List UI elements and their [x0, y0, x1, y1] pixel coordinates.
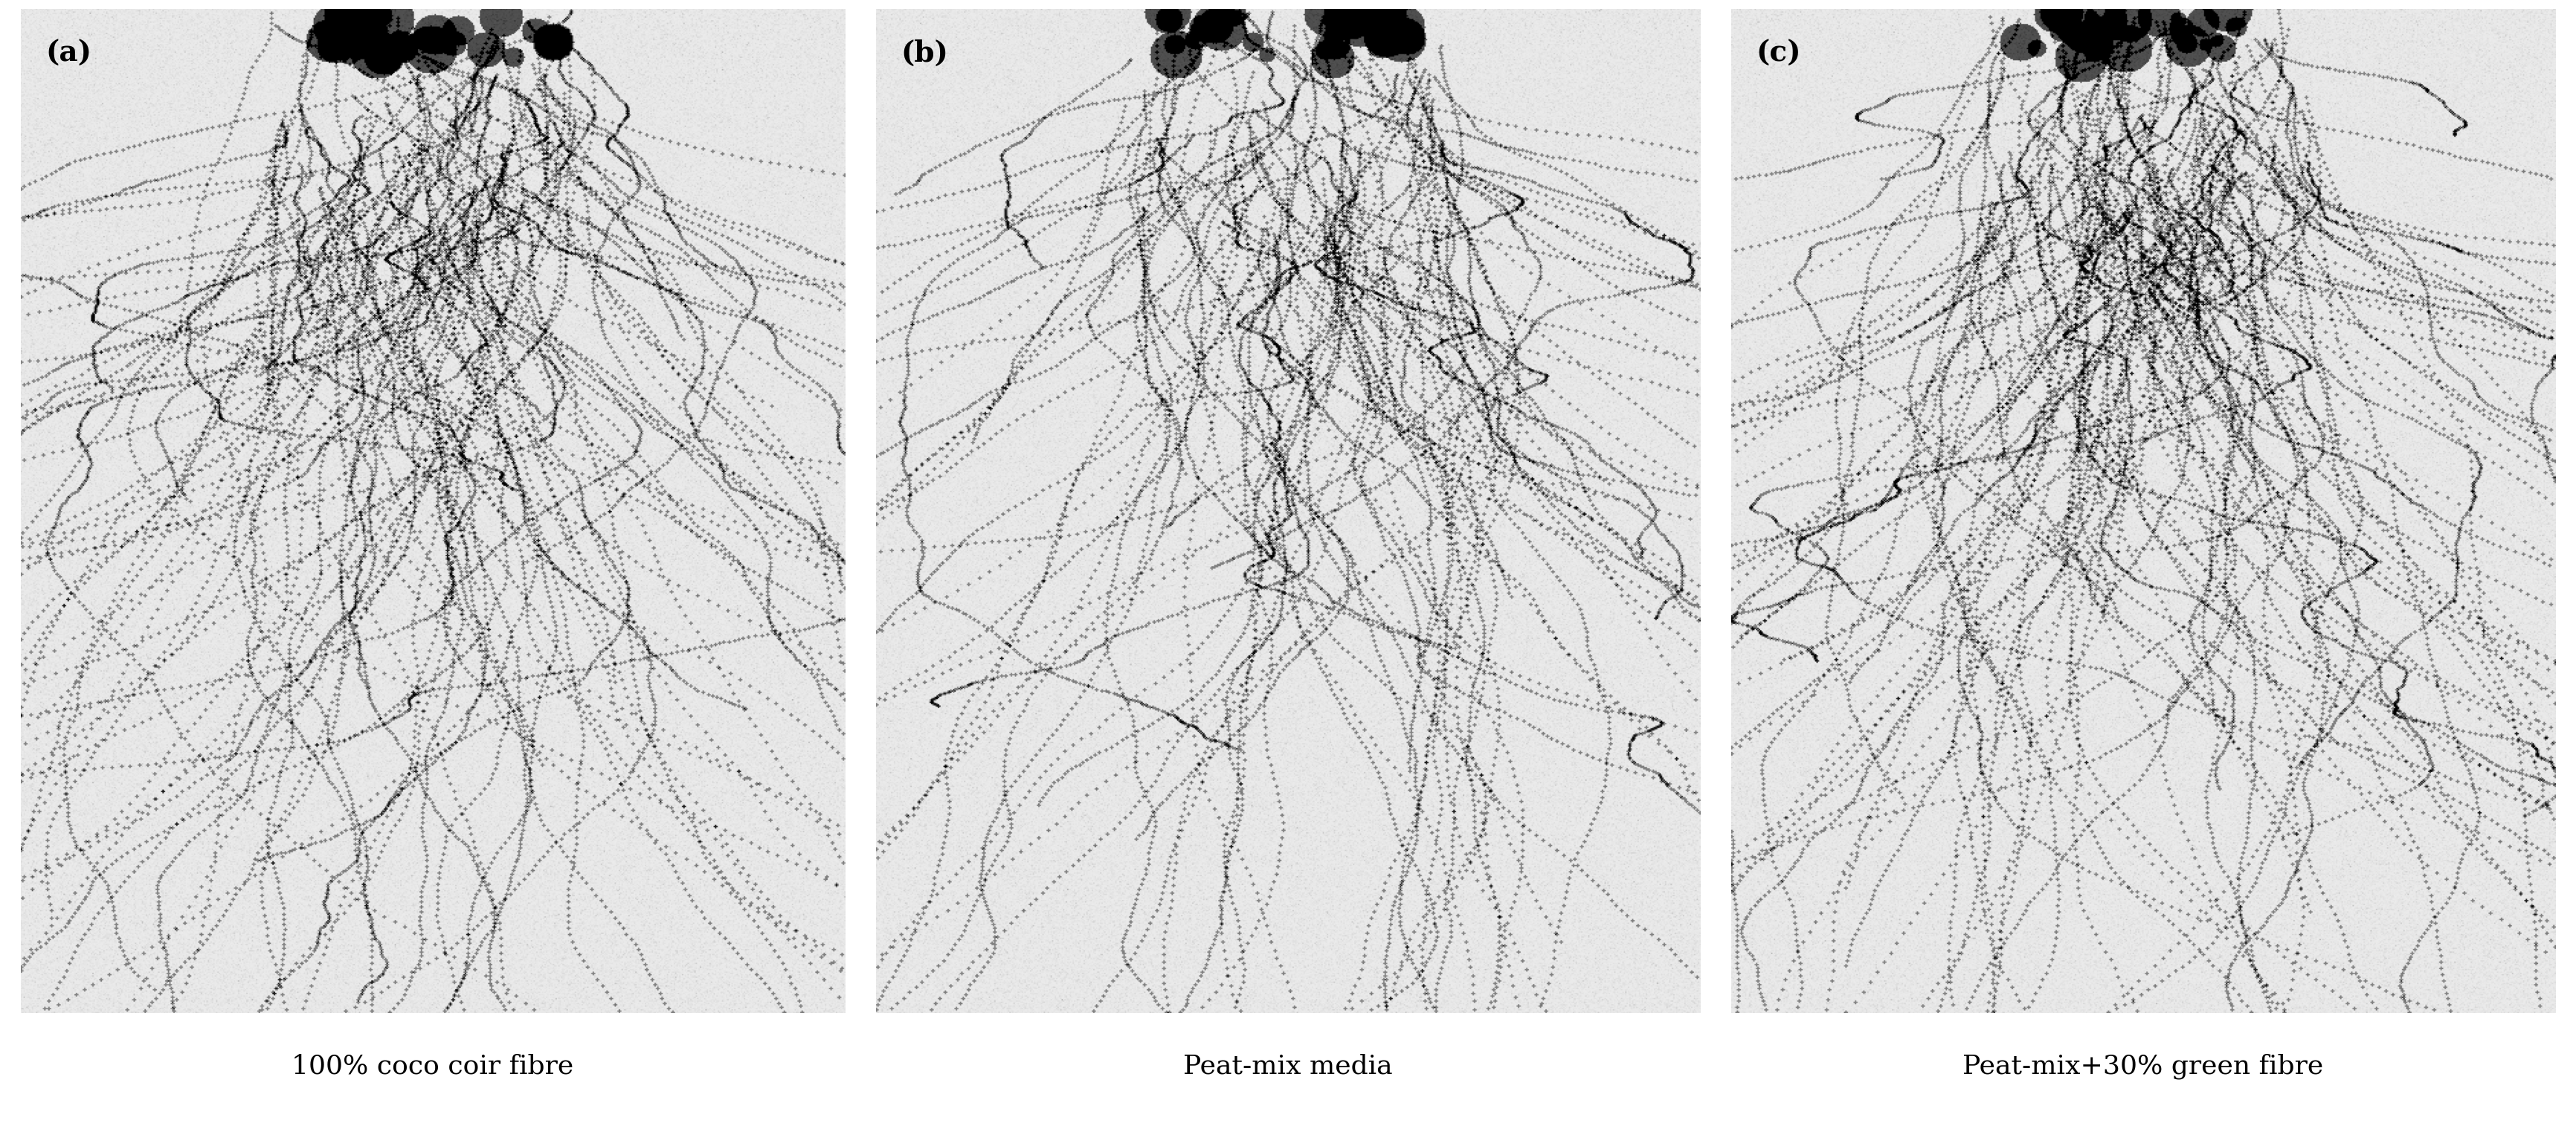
Text: (c): (c) [1757, 40, 1801, 68]
Text: (a): (a) [46, 40, 93, 68]
Text: Peat-mix+30% green fibre: Peat-mix+30% green fibre [1963, 1053, 2324, 1079]
Text: (b): (b) [902, 40, 948, 68]
Text: 100% coco coir fibre: 100% coco coir fibre [291, 1053, 574, 1079]
Text: Peat-mix media: Peat-mix media [1182, 1053, 1394, 1079]
